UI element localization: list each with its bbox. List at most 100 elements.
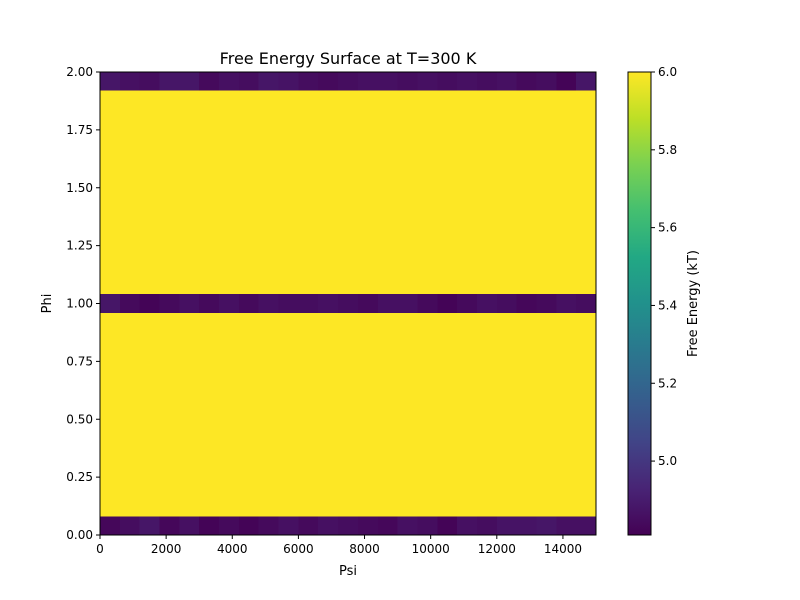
colorbar-tick-label: 5.0 <box>658 454 677 468</box>
heatmap-cell <box>119 294 141 313</box>
heatmap-cell <box>139 312 161 517</box>
heatmap-cell <box>298 516 319 535</box>
x-tick-label: 0 <box>96 542 104 556</box>
heatmap-cell <box>119 90 141 295</box>
heatmap-cell <box>278 294 299 313</box>
x-tick-label: 4000 <box>217 542 248 556</box>
colorbar-tick-label: 5.6 <box>658 221 677 235</box>
heatmap-cell <box>516 516 537 535</box>
heatmap-cell <box>576 312 597 517</box>
heatmap-cell <box>377 72 399 91</box>
heatmap-cell <box>258 294 280 313</box>
heatmap-cell <box>199 72 220 91</box>
heatmap-cell <box>100 312 121 517</box>
heatmap-cell <box>219 72 240 91</box>
heatmap-cell <box>338 72 359 91</box>
heatmap-cell <box>556 72 577 91</box>
heatmap-cell <box>159 312 180 517</box>
heatmap-cell <box>536 72 557 91</box>
heatmap-cell <box>338 294 359 313</box>
heatmap-cell <box>199 90 220 295</box>
heatmap-cell <box>199 312 220 517</box>
heatmap-cell <box>298 294 319 313</box>
heatmap-cell <box>457 516 478 535</box>
heatmap-cell <box>199 294 220 313</box>
heatmap-cell <box>556 90 577 295</box>
heatmap-cell <box>318 72 339 91</box>
heatmap-cell <box>219 294 240 313</box>
colorbar-frame <box>627 71 652 536</box>
heatmap-cell <box>258 312 280 517</box>
heatmap-cell <box>179 294 200 313</box>
y-tick-label: 1.75 <box>66 123 93 137</box>
heatmap-cell <box>139 516 161 535</box>
heatmap-cell <box>179 90 200 295</box>
heatmap-cell <box>179 516 200 535</box>
y-tick-label: 1.00 <box>66 297 93 311</box>
heatmap-cell <box>179 312 200 517</box>
heatmap-cell <box>318 90 339 295</box>
heatmap-cell <box>258 516 280 535</box>
heatmap-cell <box>100 72 121 91</box>
heatmap-cell <box>377 90 399 295</box>
heatmap-cell <box>338 312 359 517</box>
heatmap-cell <box>318 516 339 535</box>
heatmap-cell <box>199 516 220 535</box>
heatmap-cell <box>100 90 121 295</box>
x-tick-label: 14000 <box>544 542 582 556</box>
heatmap-cell <box>238 516 260 535</box>
heatmap-cell <box>159 72 180 91</box>
heatmap-cell <box>397 294 418 313</box>
heatmap-cell <box>219 516 240 535</box>
colorbar-tick-label: 5.4 <box>658 298 677 312</box>
x-axis-label: Psi <box>339 564 357 579</box>
heatmap-cell <box>437 72 458 91</box>
y-tick-label: 0.50 <box>66 412 93 426</box>
heatmap-cell <box>476 90 498 295</box>
heatmap-cell <box>516 312 537 517</box>
heatmap-cell <box>278 90 299 295</box>
heatmap-cell <box>397 90 418 295</box>
heatmap-cell <box>397 312 418 517</box>
heatmap-cell <box>139 72 161 91</box>
y-tick-label: 2.00 <box>66 65 93 79</box>
heatmap-plot-area <box>100 72 597 535</box>
heatmap-cell <box>417 294 438 313</box>
heatmap-cell <box>457 312 478 517</box>
y-axis-ticks: 0.00 0.25 0.50 0.75 1.00 1.25 1.50 1.75 2.00 <box>66 65 100 542</box>
y-tick-label: 0.25 <box>66 470 93 484</box>
colorbar-ticks: 5.0 5.2 5.4 5.6 5.8 6.0 <box>651 65 677 468</box>
heatmap-cell <box>298 312 319 517</box>
heatmap-cell <box>576 294 597 313</box>
heatmap-cell <box>516 294 537 313</box>
heatmap-cell <box>278 312 299 517</box>
heatmap-cell <box>417 90 438 295</box>
colorbar-tick-label: 5.2 <box>658 376 677 390</box>
y-tick-label: 0.00 <box>66 528 93 542</box>
heatmap-cell <box>437 312 458 517</box>
heatmap-cell <box>476 312 498 517</box>
y-tick-label: 0.75 <box>66 354 93 368</box>
heatmap-cell <box>238 294 260 313</box>
x-tick-label: 6000 <box>283 542 314 556</box>
heatmap-cell <box>496 516 518 535</box>
heatmap-cell <box>476 294 498 313</box>
heatmap-cell <box>476 72 498 91</box>
heatmap-cell <box>496 72 518 91</box>
heatmap-cell <box>119 312 141 517</box>
heatmap-cell <box>338 90 359 295</box>
y-tick-label: 1.25 <box>66 239 93 253</box>
heatmap-cell <box>576 72 597 91</box>
heatmap-cell <box>258 72 280 91</box>
colorbar <box>628 72 651 535</box>
x-axis-ticks: 0 2000 4000 6000 8000 10000 12000 14000 <box>96 535 582 556</box>
heatmap-cell <box>516 72 537 91</box>
heatmap-cell <box>496 90 518 295</box>
heatmap-cell <box>437 516 458 535</box>
chart-title: Free Energy Surface at T=300 K <box>220 49 477 68</box>
heatmap-cell <box>139 294 161 313</box>
heatmap-cell <box>536 90 557 295</box>
heatmap-cell <box>457 90 478 295</box>
x-tick-label: 12000 <box>478 542 516 556</box>
heatmap-cell <box>238 312 260 517</box>
